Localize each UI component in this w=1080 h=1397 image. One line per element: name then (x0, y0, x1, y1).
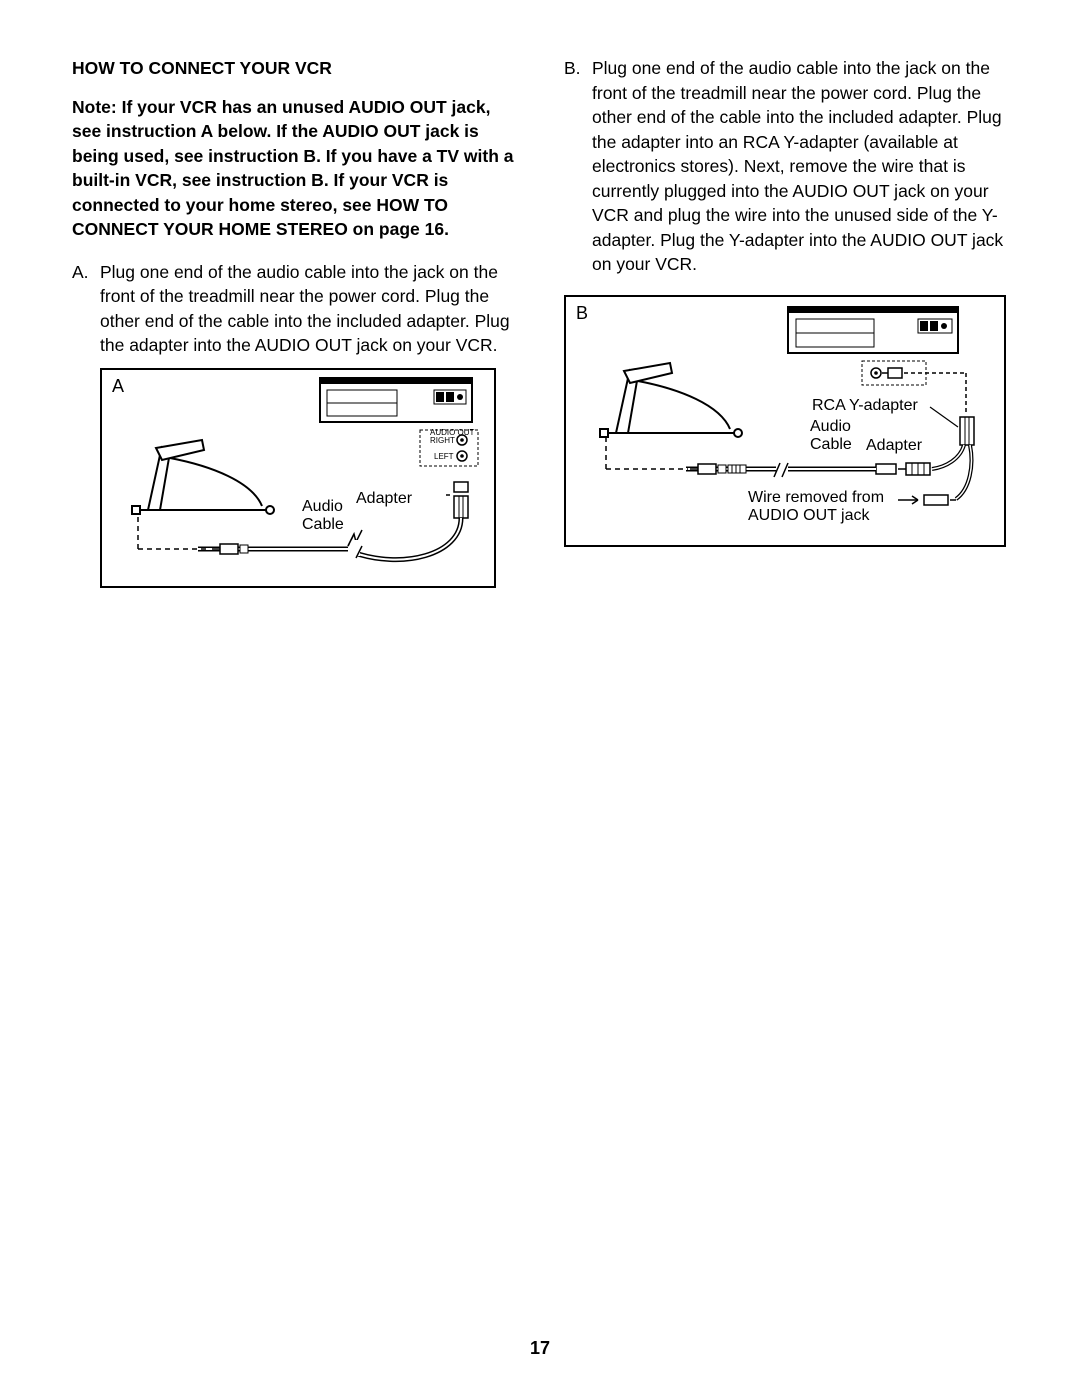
instruction-a-body: Plug one end of the audio cable into the… (100, 260, 516, 358)
figure-b-audio-cable-label: Audio Cable (810, 418, 852, 455)
two-column-layout: HOW TO CONNECT YOUR VCR Note: If your VC… (72, 56, 1008, 588)
figure-a: A (100, 368, 496, 588)
figure-b-wire-removed-label: Wire removed from AUDIO OUT jack (748, 489, 884, 526)
figure-a-audio-cable-label: Audio Cable (302, 498, 344, 535)
instruction-b: B. Plug one end of the audio cable into … (564, 56, 1008, 277)
figure-a-left-label: LEFT (434, 452, 454, 462)
bold-note: Note: If your VCR has an unused AUDIO OU… (72, 95, 516, 242)
figure-a-adapter-label: Adapter (356, 490, 412, 508)
right-column: B. Plug one end of the audio cable into … (564, 56, 1008, 588)
instruction-b-body: Plug one end of the audio cable into the… (592, 56, 1008, 277)
manual-page: HOW TO CONNECT YOUR VCR Note: If your VC… (0, 0, 1080, 1397)
figure-a-right-label: RIGHT (430, 436, 455, 446)
instruction-b-marker: B. (564, 56, 592, 277)
instruction-a: A. Plug one end of the audio cable into … (72, 260, 516, 358)
page-number: 17 (0, 1338, 1080, 1359)
left-column: HOW TO CONNECT YOUR VCR Note: If your VC… (72, 56, 516, 588)
figure-b-rca-label: RCA Y-adapter (812, 397, 918, 415)
figure-b-adapter-label: Adapter (866, 437, 922, 455)
figure-b: B (564, 295, 1006, 547)
instruction-a-marker: A. (72, 260, 100, 358)
section-heading: HOW TO CONNECT YOUR VCR (72, 56, 516, 81)
figure-a-svg (102, 370, 490, 582)
